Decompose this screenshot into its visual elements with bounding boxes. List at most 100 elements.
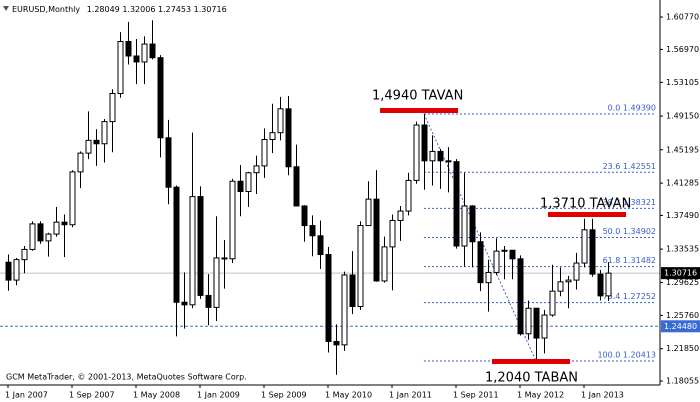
x-tick-label: 1 May 2008 (133, 391, 180, 400)
candle-body (165, 137, 172, 188)
candle-body (429, 150, 436, 162)
candle-body (5, 261, 12, 281)
x-tick-label: 1 May 2010 (325, 391, 372, 400)
candle-body (13, 259, 20, 281)
candle-body (501, 249, 508, 252)
candle-body (149, 43, 156, 59)
chart-title: EURUSD,Monthly 1.28049 1.32006 1.27453 1… (12, 5, 227, 14)
candle-body (221, 257, 228, 260)
annotation-bar (492, 359, 570, 364)
candle-body (477, 241, 484, 284)
candle-body (69, 171, 76, 226)
candle-body (53, 221, 60, 235)
candle-body (349, 274, 356, 308)
candle-body (549, 290, 556, 316)
candle-body (205, 294, 212, 308)
y-tick-label: 1.45195 (666, 145, 699, 154)
candle-body (77, 152, 84, 173)
candle-body (189, 196, 196, 306)
y-tick-label: 1.41285 (666, 179, 699, 188)
candle-body (325, 254, 332, 342)
candle-body (573, 262, 580, 281)
candle-body (445, 160, 452, 163)
candle-body (341, 274, 348, 346)
candle-body (197, 196, 204, 296)
candle-body (269, 132, 276, 140)
last-close: 1.30716 (194, 5, 227, 14)
level-label: 1.24480 (664, 322, 697, 331)
candle-body (605, 272, 612, 297)
candle-body (453, 161, 460, 247)
candle-body (533, 307, 540, 339)
candle-body (293, 166, 300, 207)
candle-body (381, 246, 388, 282)
fib-label: 100.0 1.20413 (597, 350, 656, 359)
candle-body (285, 108, 292, 168)
candle-body (213, 257, 220, 308)
fib-label: 38.2 1.38321 (603, 198, 656, 207)
x-tick-label: 1 Jan 2009 (197, 391, 240, 400)
candle-body (421, 124, 428, 162)
candle-body (581, 229, 588, 264)
candle-body (101, 121, 108, 145)
annotation: 1,4940 TAVAN (372, 89, 463, 104)
current-price-box (661, 267, 700, 280)
x-tick-label: 1 Jan 2013 (581, 391, 624, 400)
candle-body (557, 281, 564, 292)
fib-label: 23.6 1.42551 (603, 162, 656, 171)
candle-body (597, 273, 604, 297)
current-price-label: 1.30716 (664, 269, 697, 278)
y-tick-label: 1.29625 (666, 278, 699, 287)
title-icon (3, 6, 9, 11)
y-tick-label: 1.60770 (666, 13, 699, 22)
candle-body (389, 219, 396, 248)
plot: 1.60770 1.56970 1.53105 1.49150 1.45195 1.412… (0, 13, 699, 400)
candle-body (397, 210, 404, 221)
candle-body (37, 223, 44, 242)
candle-body (157, 57, 164, 139)
candle-body (61, 221, 68, 226)
candle-body (181, 301, 188, 306)
x-tick-label: 1 Sep 2007 (69, 391, 115, 400)
candle-body (333, 340, 340, 346)
candle-body (317, 235, 324, 256)
candle-body (589, 229, 596, 275)
candle-body (133, 55, 140, 63)
candle-body (277, 108, 284, 134)
candle-body (29, 223, 36, 250)
candle-body (485, 271, 492, 284)
candle-body (517, 258, 524, 335)
candle-body (245, 172, 252, 192)
last-high: 1.32006 (122, 5, 155, 14)
symbol: EURUSD,Monthly (12, 5, 80, 14)
y-tick-label: 1.21850 (666, 344, 699, 353)
candle-body (541, 314, 548, 339)
candle-body (125, 40, 132, 57)
x-tick-label: 1 Jan 2007 (5, 391, 48, 400)
annotation: 1,2040 TABAN (485, 371, 578, 386)
annotation: 1,3710 TAVAN (540, 197, 631, 212)
last-low: 1.27453 (158, 5, 191, 14)
candle-body (405, 179, 412, 212)
candle-body (565, 279, 572, 283)
candle-body (237, 180, 244, 192)
candle-body (117, 40, 124, 94)
x-tick-label: 1 Sep 2009 (261, 391, 307, 400)
candle-body (437, 150, 444, 162)
candle-body (309, 225, 316, 237)
last-open: 1.28049 (87, 5, 120, 14)
candle-body (357, 225, 364, 308)
candle-body (461, 205, 468, 247)
y-tick-label: 1.37490 (666, 211, 699, 220)
x-tick-label: 1 Jan 2011 (389, 391, 432, 400)
footer: GCM MetaTrader, © 2001-2013, MetaQuotes … (6, 373, 247, 382)
fib-label: 50.0 1.34902 (603, 227, 656, 236)
candle-body (21, 248, 28, 261)
candle-body (373, 198, 380, 282)
candle-body (413, 124, 420, 181)
candle-body (301, 205, 308, 227)
y-tick-label: 1.33535 (666, 245, 699, 254)
candle-body (525, 307, 532, 335)
candle-body (109, 92, 116, 123)
